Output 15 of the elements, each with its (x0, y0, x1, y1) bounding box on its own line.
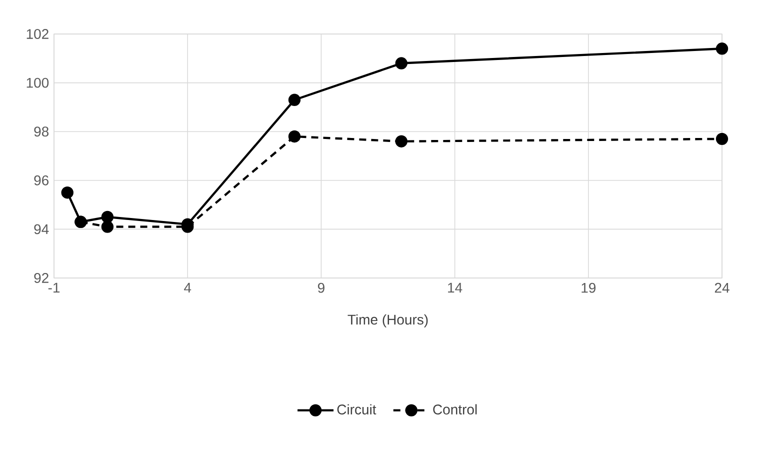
x-tick-label: 9 (318, 282, 324, 293)
y-tick-label: 96 (34, 175, 49, 186)
x-tick-label: 4 (184, 282, 192, 292)
x-tick-label: 24 (714, 282, 730, 293)
legend-label: Circuit (337, 404, 376, 414)
x-tick-label: 19 (582, 282, 596, 293)
y-tick-label: 94 (34, 224, 49, 234)
y-tick-label: 102 (26, 29, 48, 39)
legend-label: Control (433, 404, 477, 414)
y-tick-label: 92 (34, 273, 48, 283)
y-tick-label: 100 (26, 78, 49, 88)
x-tick-label: -1 (48, 282, 60, 292)
x-tick-label: 14 (448, 282, 462, 292)
y-tick-label: 98 (34, 126, 49, 137)
x-axis-title: Time (Hours) (348, 314, 428, 328)
